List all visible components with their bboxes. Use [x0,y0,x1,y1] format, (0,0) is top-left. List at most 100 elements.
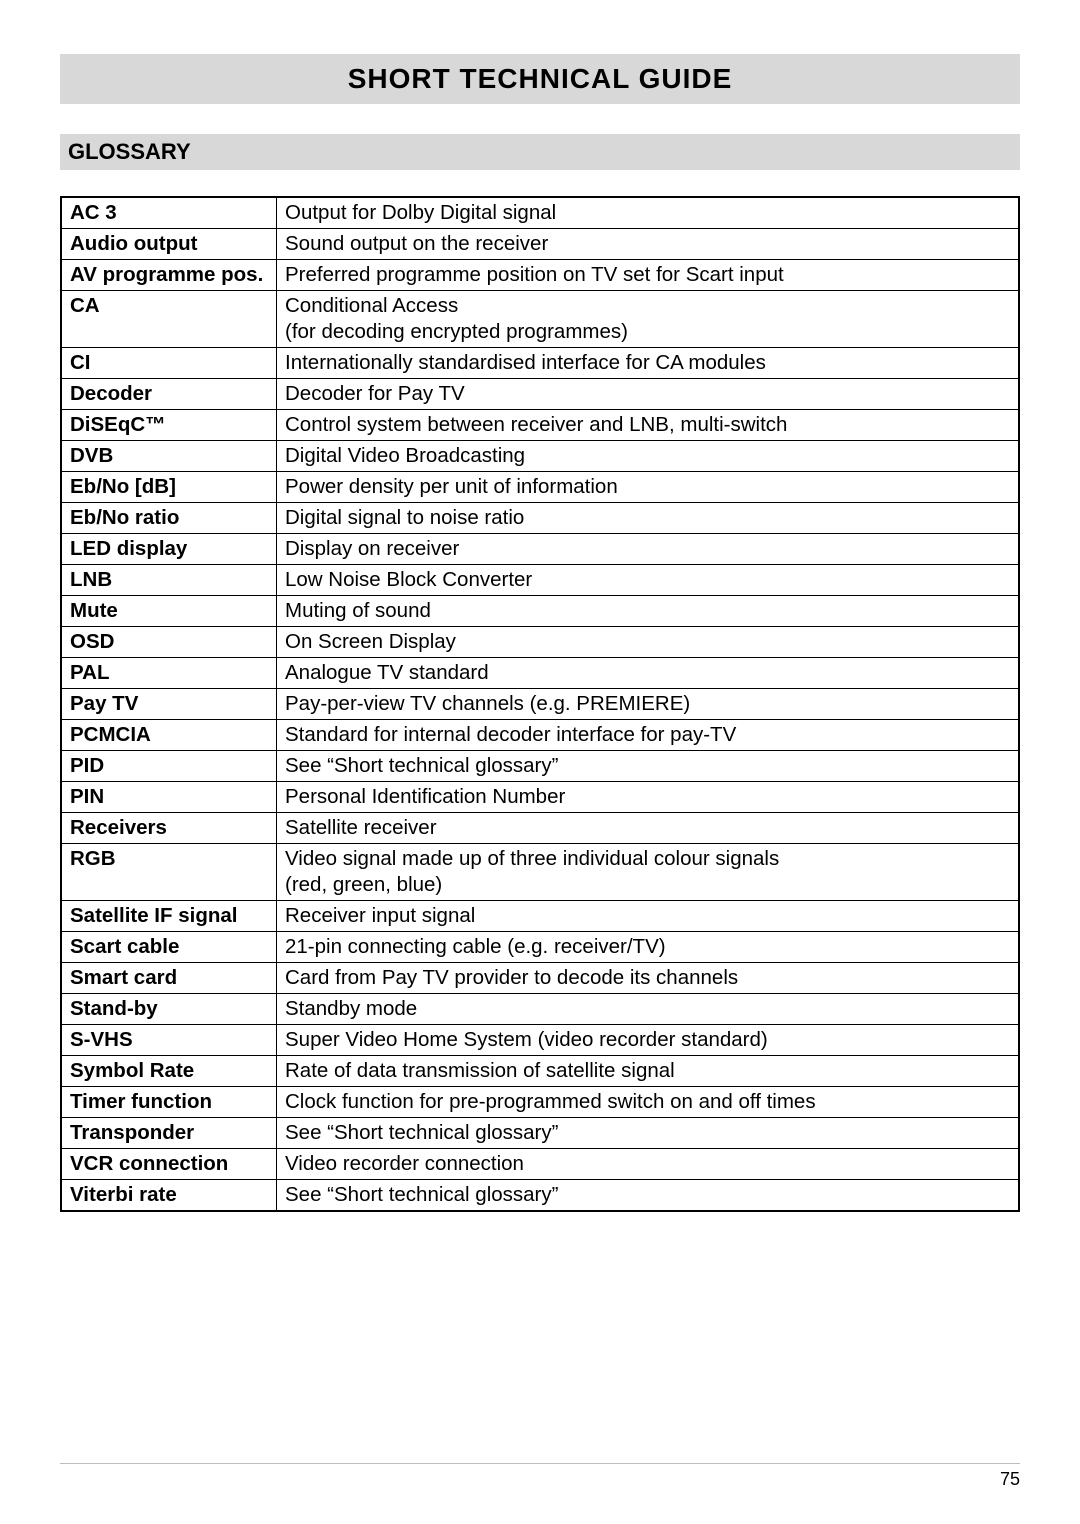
table-row: Audio outputSound output on the receiver [61,229,1019,260]
glossary-definition: Digital Video Broadcasting [277,441,1020,472]
glossary-term: Stand-by [61,994,277,1025]
glossary-term: PIN [61,782,277,813]
section-heading: Glossary [60,134,1020,170]
glossary-term: DiSEqC™ [61,410,277,441]
glossary-term: OSD [61,627,277,658]
table-row: PIDSee “Short technical glossary” [61,751,1019,782]
glossary-term: CI [61,348,277,379]
glossary-table-body: AC 3Output for Dolby Digital signalAudio… [61,197,1019,1211]
table-row: DecoderDecoder for Pay TV [61,379,1019,410]
glossary-definition: Video recorder connection [277,1149,1020,1180]
table-row: LNBLow Noise Block Converter [61,565,1019,596]
glossary-term: CA [61,291,277,348]
table-row: Scart cable21-pin connecting cable (e.g.… [61,932,1019,963]
table-row: PCMCIAStandard for internal decoder inte… [61,720,1019,751]
glossary-definition: Pay-per-view TV channels (e.g. PREMIERE) [277,689,1020,720]
glossary-term: PID [61,751,277,782]
glossary-definition: 21-pin connecting cable (e.g. receiver/T… [277,932,1020,963]
table-row: TransponderSee “Short technical glossary… [61,1118,1019,1149]
table-row: RGBVideo signal made up of three individ… [61,844,1019,901]
table-row: DiSEqC™Control system between receiver a… [61,410,1019,441]
table-row: AC 3Output for Dolby Digital signal [61,197,1019,229]
glossary-definition: Personal Identification Number [277,782,1020,813]
glossary-term: Transponder [61,1118,277,1149]
table-row: Eb/No [dB]Power density per unit of info… [61,472,1019,503]
glossary-term: AV programme pos. [61,260,277,291]
glossary-term: Decoder [61,379,277,410]
glossary-term: S-VHS [61,1025,277,1056]
table-row: Pay TVPay-per-view TV channels (e.g. PRE… [61,689,1019,720]
glossary-definition: See “Short technical glossary” [277,1180,1020,1212]
glossary-definition: Preferred programme position on TV set f… [277,260,1020,291]
glossary-term: Audio output [61,229,277,260]
glossary-term: Eb/No ratio [61,503,277,534]
glossary-definition: Muting of sound [277,596,1020,627]
glossary-term: RGB [61,844,277,901]
glossary-definition: Analogue TV standard [277,658,1020,689]
glossary-term: Timer function [61,1087,277,1118]
table-row: Smart cardCard from Pay TV provider to d… [61,963,1019,994]
glossary-definition: On Screen Display [277,627,1020,658]
glossary-term: Scart cable [61,932,277,963]
table-row: MuteMuting of sound [61,596,1019,627]
glossary-term: Smart card [61,963,277,994]
glossary-definition: See “Short technical glossary” [277,1118,1020,1149]
glossary-definition: Rate of data transmission of satellite s… [277,1056,1020,1087]
glossary-definition: Satellite receiver [277,813,1020,844]
glossary-definition: Clock function for pre-programmed switch… [277,1087,1020,1118]
table-row: DVBDigital Video Broadcasting [61,441,1019,472]
glossary-term: Eb/No [dB] [61,472,277,503]
page-number: 75 [1000,1469,1020,1490]
table-row: PALAnalogue TV standard [61,658,1019,689]
table-row: S-VHSSuper Video Home System (video reco… [61,1025,1019,1056]
glossary-term: AC 3 [61,197,277,229]
glossary-definition: Standard for internal decoder interface … [277,720,1020,751]
table-row: CAConditional Access(for decoding encryp… [61,291,1019,348]
glossary-definition: See “Short technical glossary” [277,751,1020,782]
page-title: Short Technical Guide [60,54,1020,104]
glossary-definition: Standby mode [277,994,1020,1025]
glossary-table: AC 3Output for Dolby Digital signalAudio… [60,196,1020,1212]
table-row: AV programme pos.Preferred programme pos… [61,260,1019,291]
glossary-definition: Super Video Home System (video recorder … [277,1025,1020,1056]
table-row: Viterbi rateSee “Short technical glossar… [61,1180,1019,1212]
glossary-term: VCR connection [61,1149,277,1180]
glossary-definition: Digital signal to noise ratio [277,503,1020,534]
table-row: OSDOn Screen Display [61,627,1019,658]
glossary-term: Pay TV [61,689,277,720]
glossary-term: Satellite IF signal [61,901,277,932]
table-row: PINPersonal Identification Number [61,782,1019,813]
table-row: Eb/No ratioDigital signal to noise ratio [61,503,1019,534]
glossary-definition: Receiver input signal [277,901,1020,932]
glossary-definition: Low Noise Block Converter [277,565,1020,596]
glossary-definition: Card from Pay TV provider to decode its … [277,963,1020,994]
table-row: Satellite IF signalReceiver input signal [61,901,1019,932]
table-row: CIInternationally standardised interface… [61,348,1019,379]
glossary-definition: Video signal made up of three individual… [277,844,1020,901]
glossary-definition: Decoder for Pay TV [277,379,1020,410]
glossary-term: PCMCIA [61,720,277,751]
glossary-definition: Power density per unit of information [277,472,1020,503]
glossary-definition: Sound output on the receiver [277,229,1020,260]
page: Short Technical Guide Glossary AC 3Outpu… [0,0,1080,1524]
glossary-definition: Conditional Access(for decoding encrypte… [277,291,1020,348]
glossary-term: Mute [61,596,277,627]
glossary-term: LED display [61,534,277,565]
glossary-term: DVB [61,441,277,472]
table-row: Stand-byStandby mode [61,994,1019,1025]
glossary-definition: Internationally standardised interface f… [277,348,1020,379]
table-row: ReceiversSatellite receiver [61,813,1019,844]
table-row: Timer functionClock function for pre-pro… [61,1087,1019,1118]
glossary-definition: Output for Dolby Digital signal [277,197,1020,229]
glossary-term: Viterbi rate [61,1180,277,1212]
table-row: LED displayDisplay on receiver [61,534,1019,565]
glossary-term: Receivers [61,813,277,844]
glossary-definition: Control system between receiver and LNB,… [277,410,1020,441]
footer-divider [60,1463,1020,1464]
glossary-definition: Display on receiver [277,534,1020,565]
glossary-term: Symbol Rate [61,1056,277,1087]
glossary-term: LNB [61,565,277,596]
table-row: Symbol RateRate of data transmission of … [61,1056,1019,1087]
table-row: VCR connectionVideo recorder connection [61,1149,1019,1180]
glossary-term: PAL [61,658,277,689]
